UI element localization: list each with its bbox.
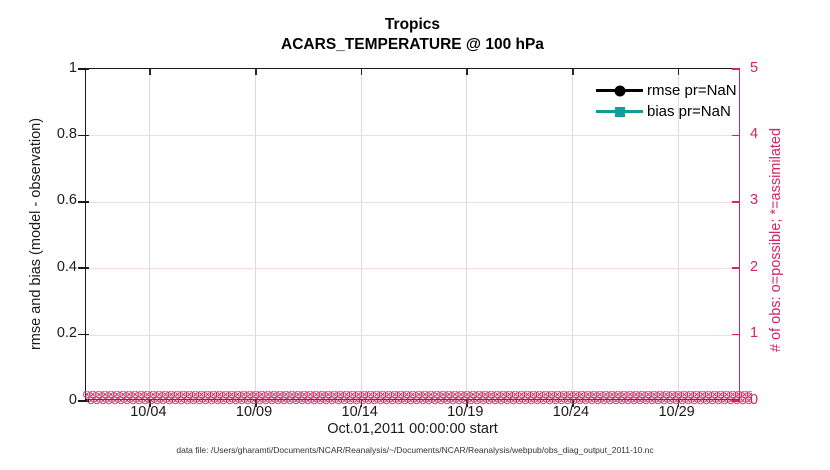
x-tick-top (571, 69, 574, 75)
y-tick-left (78, 333, 89, 336)
x-tick-top (255, 69, 257, 75)
legend-label-rmse: rmse pr=NaN (647, 82, 737, 99)
x-tick-label: 10/04 (130, 404, 167, 420)
y-gridline (86, 201, 739, 203)
data-file-caption: data file: /Users/gharamti/Documents/NCA… (176, 445, 654, 455)
chart-subtitle: ACARS_TEMPERATURE @ 100 hPa (281, 36, 544, 53)
x-tick-label: 10/14 (341, 404, 378, 420)
rmse-circle-marker-icon (614, 85, 625, 96)
y-tick-label-left: 0.8 (56, 125, 77, 142)
x-tick-label: 10/29 (658, 404, 695, 420)
bias-square-marker-icon (614, 106, 625, 117)
x-gridline (255, 69, 257, 399)
y-tick-label-left: 1 (68, 59, 77, 76)
x-tick-top (149, 69, 151, 75)
y-tick-right (732, 134, 739, 137)
x-tick (255, 399, 257, 407)
y-tick-right (732, 333, 739, 336)
x-tick (149, 399, 151, 407)
y-tick-label-right: 1 (750, 325, 759, 342)
y-gridline (86, 268, 739, 270)
x-axis-label: Oct.01,2011 00:00:00 start (327, 421, 498, 437)
y-tick-label-left: 0.4 (56, 258, 77, 275)
x-tick-top (677, 69, 680, 75)
y-axis-label-right: # of obs: o=possible; *=assimilated (768, 127, 784, 353)
x-tick-label: 10/09 (235, 404, 273, 420)
y-tick-left (78, 68, 89, 70)
x-tick-top (360, 69, 363, 75)
y-tick-label-right: 4 (750, 125, 759, 142)
legend: rmse pr=NaN bias pr=NaN (596, 80, 737, 122)
y-tick-right (732, 201, 739, 203)
x-tick (571, 399, 574, 407)
y-tick-right (732, 267, 739, 269)
x-tick (360, 399, 363, 407)
y-tick-left (78, 267, 89, 269)
y-tick-right (732, 68, 739, 70)
legend-label-bias: bias pr=NaN (647, 103, 731, 120)
x-tick-top (466, 69, 468, 75)
y-tick-left (78, 400, 89, 402)
x-gridline (360, 69, 362, 399)
x-gridline (149, 69, 151, 399)
x-gridline (677, 69, 679, 399)
x-gridline (466, 69, 468, 399)
legend-item-bias: bias pr=NaN (596, 101, 737, 122)
y-tick-left (78, 134, 89, 137)
y-gridline (86, 135, 739, 137)
chart-title: Tropics (384, 16, 441, 33)
x-tick-label: 10/24 (552, 404, 590, 420)
y-tick-label-right: 5 (750, 59, 759, 76)
obs-band-row: ⊗⊗⊗⊗⊗⊗⊗⊗⊗⊗⊗⊗⊗⊗⊗⊗⊗⊗⊗⊗⊗⊗⊗⊗⊗⊗⊗⊗⊗⊗⊗⊗⊗⊗⊗⊗⊗⊗⊗⊗… (82, 391, 752, 401)
obs-band-row: ⊗⊗⊗⊗⊗⊗⊗⊗⊗⊗⊗⊗⊗⊗⊗⊗⊗⊗⊗⊗⊗⊗⊗⊗⊗⊗⊗⊗⊗⊗⊗⊗⊗⊗⊗⊗⊗⊗⊗⊗… (86, 394, 752, 407)
y-axis-label-left: rmse and bias (model - observation) (28, 117, 44, 351)
y-tick-right (732, 400, 739, 402)
y-tick-label-left: 0.2 (56, 325, 77, 342)
y-tick-label-left: 0 (68, 391, 77, 408)
rmse-line-sample (596, 85, 643, 96)
y-tick-label-right: 0 (750, 391, 759, 408)
bias-line-sample (596, 106, 643, 117)
obs-count-zero-marker-band: ⊗⊗⊗⊗⊗⊗⊗⊗⊗⊗⊗⊗⊗⊗⊗⊗⊗⊗⊗⊗⊗⊗⊗⊗⊗⊗⊗⊗⊗⊗⊗⊗⊗⊗⊗⊗⊗⊗⊗⊗… (82, 391, 752, 407)
y-gridline (86, 334, 739, 336)
y-tick-label-right: 2 (750, 258, 759, 275)
x-tick (466, 399, 468, 407)
y-tick-label-right: 3 (750, 192, 759, 209)
y-tick-label-left: 0.6 (56, 192, 77, 209)
x-tick-label: 10/19 (447, 404, 484, 420)
x-gridline (571, 69, 573, 399)
x-tick (677, 399, 680, 407)
y-tick-left (78, 201, 89, 203)
legend-item-rmse: rmse pr=NaN (596, 80, 737, 101)
plot-area (78, 68, 740, 407)
